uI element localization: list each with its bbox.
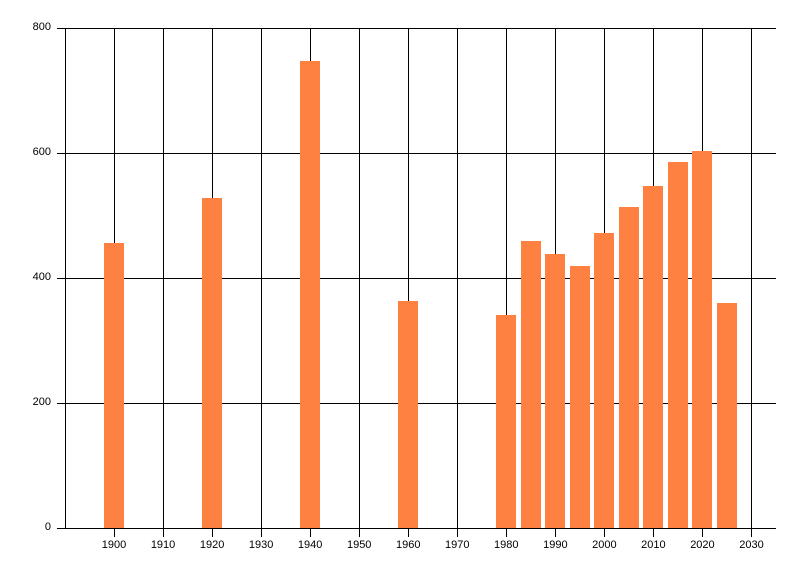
bar-1900 xyxy=(104,243,125,528)
x-tick-label: 2000 xyxy=(592,539,617,551)
y-tick-label: 0 xyxy=(44,521,51,533)
x-tick-label: 1950 xyxy=(346,539,372,551)
y-tick-label: 600 xyxy=(32,146,51,158)
x-tick-label: 2020 xyxy=(690,539,715,551)
y-gridline-400 xyxy=(57,277,776,279)
x-gridline-1930 xyxy=(260,28,262,537)
x-tick-label: 1930 xyxy=(248,539,274,551)
bar-2005 xyxy=(618,207,639,528)
x-tick-label: 1920 xyxy=(199,539,225,551)
x-tick-label: 1970 xyxy=(445,539,470,551)
x-gridline-1950 xyxy=(358,28,360,537)
y-tick-label: 400 xyxy=(32,271,51,283)
x-gridline-1960 xyxy=(407,28,409,537)
bar-2010 xyxy=(643,185,664,528)
bar-1980 xyxy=(496,314,517,528)
bar-1960 xyxy=(398,300,419,528)
bar-1995 xyxy=(569,266,590,528)
y-tick-label: 800 xyxy=(32,21,51,33)
x-tick-label: 2010 xyxy=(641,539,666,551)
bar-1920 xyxy=(202,198,223,528)
y-gridline-600 xyxy=(57,152,776,154)
y-tick-label: 200 xyxy=(32,396,51,408)
plot-area: 0 200 400 600 800 1900 1910 1920 1930 1940 1950 196… xyxy=(33,21,776,551)
x-gridline-1910 xyxy=(162,28,164,537)
bar-1990 xyxy=(545,254,566,528)
x-tick-label: 1990 xyxy=(543,539,568,551)
x-tick-label: 1960 xyxy=(395,539,421,551)
bar-2020 xyxy=(692,151,713,528)
x-tick-label: 1910 xyxy=(150,539,176,551)
bar-1985 xyxy=(520,241,541,528)
x-gridline-1970 xyxy=(456,28,458,537)
bar-1940 xyxy=(300,60,321,528)
y-gridline-800 xyxy=(57,27,776,29)
x-tick-label: 1980 xyxy=(494,539,519,551)
y-axis xyxy=(64,28,66,528)
x-tick-label: 1900 xyxy=(101,539,127,551)
bar-2000 xyxy=(594,233,615,528)
x-gridline-2030 xyxy=(750,28,752,537)
y-gridline-0 xyxy=(57,527,776,529)
x-tick-label: 1940 xyxy=(297,539,323,551)
x-tick-label: 2030 xyxy=(739,539,764,551)
bar-2025 xyxy=(716,303,737,528)
bar-2015 xyxy=(667,162,688,528)
x-gridline-1980 xyxy=(505,28,507,537)
